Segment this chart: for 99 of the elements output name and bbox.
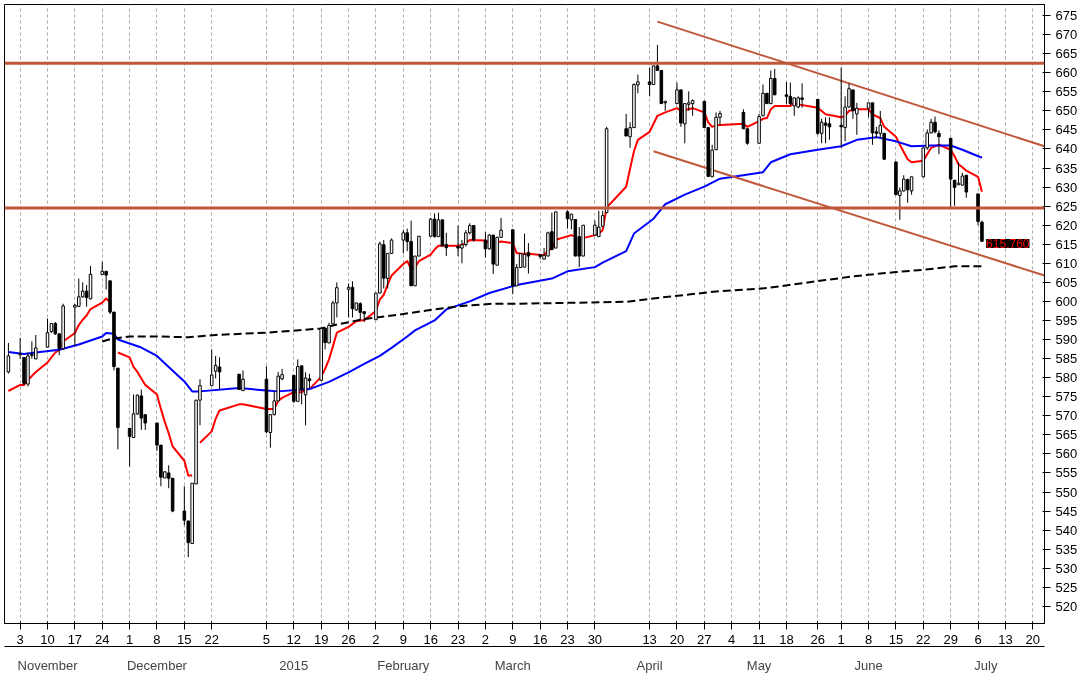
y-tick-label: 675 bbox=[1055, 8, 1078, 24]
y-tick-label: 530 bbox=[1055, 560, 1078, 576]
y-tick-label: 520 bbox=[1055, 598, 1078, 614]
y-tick-label: 635 bbox=[1055, 160, 1078, 176]
x-tick-label: 1 bbox=[837, 631, 845, 647]
candlestick bbox=[401, 229, 406, 254]
y-tick-label: 645 bbox=[1055, 122, 1078, 138]
y-tick-label: 610 bbox=[1055, 255, 1078, 271]
candlestick bbox=[217, 356, 222, 390]
candlestick bbox=[788, 82, 793, 107]
y-tick-label: 545 bbox=[1055, 503, 1078, 519]
y-tick-label: 565 bbox=[1055, 427, 1078, 443]
candlestick bbox=[209, 348, 214, 387]
y-tick-label: 650 bbox=[1055, 103, 1078, 119]
candlestick bbox=[241, 369, 245, 392]
x-tick-label: 16 bbox=[532, 631, 548, 647]
x-tick-label: 29 bbox=[943, 631, 958, 647]
x2-tick-label: June bbox=[854, 657, 883, 673]
x-tick-label: 30 bbox=[587, 631, 603, 647]
x-tick-label: 5 bbox=[262, 631, 271, 647]
x-tick-label: 22 bbox=[204, 631, 219, 647]
y-tick-label: 615 bbox=[1055, 236, 1078, 252]
candlestick bbox=[784, 81, 789, 105]
candlestick bbox=[624, 113, 628, 137]
x-tick-label: 2 bbox=[372, 631, 380, 647]
x-tick-label: 3 bbox=[16, 631, 24, 647]
candlestick bbox=[597, 210, 601, 238]
y-tick-label: 555 bbox=[1055, 465, 1078, 481]
y-tick-label: 595 bbox=[1055, 312, 1078, 328]
x2-tick-label: May bbox=[746, 657, 772, 673]
candlestick bbox=[647, 66, 652, 97]
candlestick bbox=[823, 116, 828, 144]
x-tick-label: 9 bbox=[399, 631, 407, 647]
x-tick-label: 19 bbox=[313, 631, 329, 647]
candlestick bbox=[651, 65, 656, 86]
x2-tick-label: February bbox=[377, 657, 430, 673]
x2-tick-label: December bbox=[127, 657, 188, 673]
y-tick-label: 670 bbox=[1055, 27, 1078, 43]
candlestick bbox=[34, 334, 38, 360]
y-tick-label: 630 bbox=[1055, 179, 1078, 195]
candlestick bbox=[761, 84, 765, 117]
x2-tick-label: April bbox=[636, 657, 663, 673]
y-tick-label: 600 bbox=[1055, 293, 1078, 309]
x-tick-label: 12 bbox=[286, 631, 302, 647]
x-tick-label: 4 bbox=[728, 631, 736, 647]
candlestick bbox=[546, 231, 550, 257]
x2-tick-label: July bbox=[974, 657, 998, 673]
x-tick-label: 8 bbox=[153, 631, 161, 647]
candlestick bbox=[346, 283, 351, 318]
x-tick-label: 17 bbox=[67, 631, 83, 647]
y-tick-label: 560 bbox=[1055, 446, 1078, 462]
candlestick bbox=[839, 66, 843, 149]
x-tick-label: 20 bbox=[669, 631, 685, 647]
x-tick-label: 8 bbox=[864, 631, 873, 647]
candlestick bbox=[905, 178, 910, 204]
y-tick-label: 605 bbox=[1055, 274, 1078, 290]
x-tick-label: 2 bbox=[481, 631, 490, 647]
y-tick-label: 655 bbox=[1055, 84, 1078, 100]
x-tick-label: 20 bbox=[1025, 631, 1041, 647]
candlestick bbox=[456, 225, 460, 257]
x-tick-label: 27 bbox=[697, 631, 712, 647]
x-tick-label: 1 bbox=[126, 631, 134, 647]
y-tick-label: 575 bbox=[1055, 389, 1078, 405]
candlestick bbox=[800, 82, 804, 109]
x2-tick-label: November bbox=[17, 657, 79, 673]
x-tick-label: 24 bbox=[95, 631, 110, 647]
x-tick-label: 18 bbox=[779, 631, 794, 647]
y-tick-label: 570 bbox=[1055, 408, 1078, 424]
y-tick-label: 665 bbox=[1055, 46, 1078, 62]
x-tick-label: 26 bbox=[341, 631, 356, 647]
y-tick-label: 620 bbox=[1055, 217, 1078, 233]
x-tick-label: 11 bbox=[752, 631, 766, 647]
x-tick-label: 23 bbox=[560, 631, 575, 647]
x2-tick-label: March bbox=[494, 657, 531, 673]
y-tick-label: 535 bbox=[1055, 541, 1078, 557]
x-tick-label: 13 bbox=[642, 631, 657, 647]
y-tick-label: 540 bbox=[1055, 522, 1078, 538]
y-tick-label: 580 bbox=[1055, 370, 1078, 386]
candlestick bbox=[964, 174, 969, 199]
x-tick-label: 26 bbox=[810, 631, 825, 647]
x-tick-label: 9 bbox=[509, 631, 517, 647]
x-tick-label: 15 bbox=[177, 631, 192, 647]
y-tick-label: 625 bbox=[1055, 198, 1078, 214]
y-tick-label: 585 bbox=[1055, 351, 1078, 367]
y-tick-label: 550 bbox=[1055, 484, 1078, 500]
x-tick-label: 6 bbox=[974, 631, 982, 647]
candlestick bbox=[827, 116, 832, 141]
x2-tick-label: 2015 bbox=[279, 657, 309, 673]
x-tick-label: 15 bbox=[888, 631, 904, 647]
y-tick-label: 660 bbox=[1055, 65, 1078, 81]
y-tick-label: 590 bbox=[1055, 332, 1078, 348]
x-tick-label: 23 bbox=[450, 631, 466, 647]
x-tick-label: 22 bbox=[916, 631, 931, 647]
annotation: 615.760 bbox=[986, 237, 1030, 251]
x-tick-label: 10 bbox=[40, 631, 55, 647]
y-tick-label: 525 bbox=[1055, 579, 1078, 595]
x-tick-label: 16 bbox=[423, 631, 438, 647]
y-tick-label: 640 bbox=[1055, 141, 1078, 157]
x-tick-label: 13 bbox=[998, 631, 1013, 647]
